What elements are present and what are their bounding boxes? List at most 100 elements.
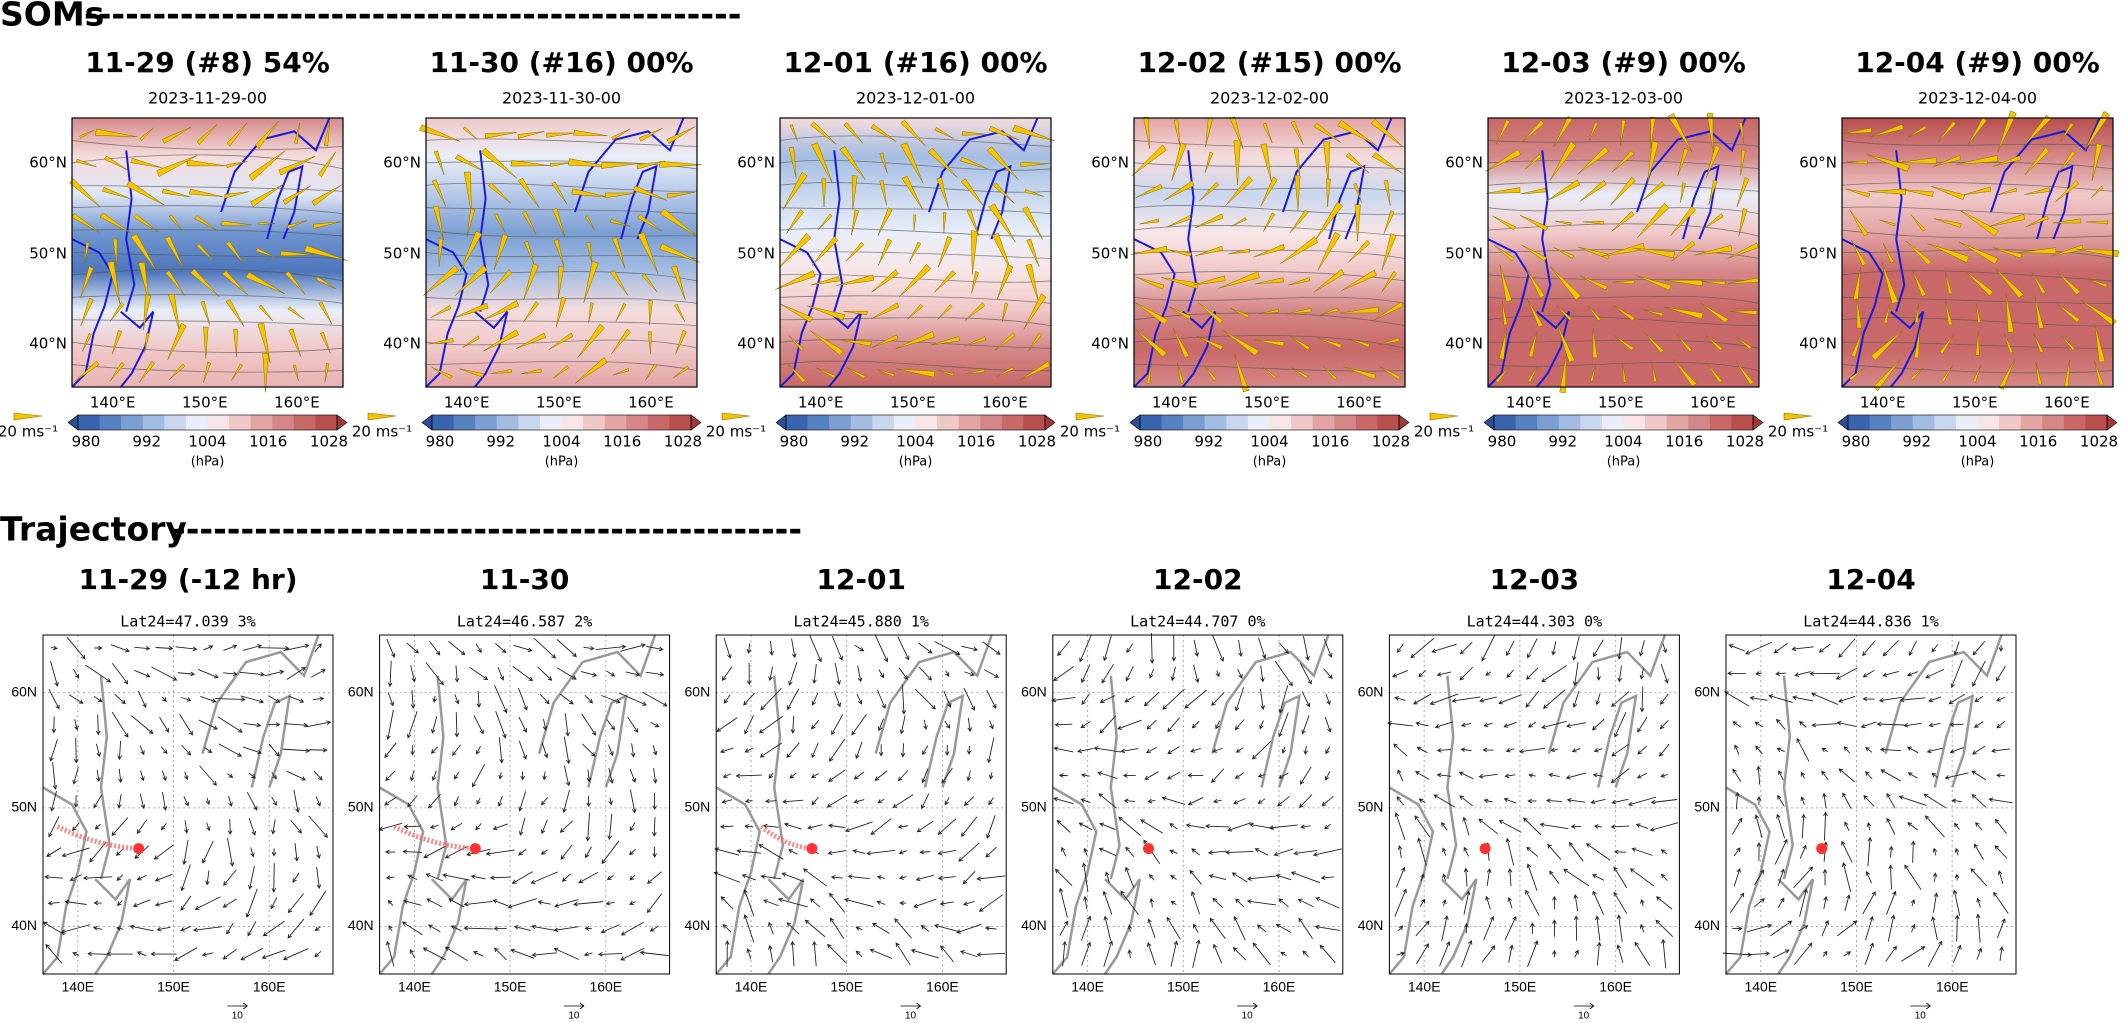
wind-vector [470,874,486,880]
wind-vector [1130,245,1168,255]
wind-vector [1323,638,1333,658]
colorbar-segment [1731,415,1754,430]
wind-vector [1972,364,1982,383]
wind-vector [900,119,926,147]
lon-label: 160E [926,979,959,995]
wind-vector [556,667,577,680]
wind-vector [551,181,568,205]
wind-vector [130,157,162,168]
lon-label: 140E [735,979,768,995]
coastline [779,238,822,388]
wind-vector [1732,926,1743,931]
wind-vector [292,872,300,883]
wind-vector [876,875,885,880]
wind-vector [521,211,537,235]
wind-vector [1886,817,1896,835]
wind-vector [1907,822,1919,831]
wind-vector [2054,179,2080,203]
wind-vector [1231,217,1247,227]
wind-vector [1800,796,1805,806]
wind-vector [406,711,418,739]
wind-vector [1931,916,1938,941]
wind-vector [1506,640,1515,657]
wind-vector [768,772,774,779]
wind-vector [941,767,953,784]
panel-title: 12-02 (#15) 00% [1137,46,1401,79]
wind-vector [1225,175,1253,206]
wind-vector [1953,822,1960,830]
wind-vector [497,795,503,807]
wind-vector [1879,219,1896,227]
wind-vector [944,797,950,806]
wind-vector [111,329,123,355]
wind-vector [1299,766,1312,785]
wind-vector [225,299,245,327]
wind-vector [490,269,513,294]
wind-vector [1459,795,1474,807]
wind-vector [1841,840,1853,863]
wind-vector [1347,239,1371,263]
wind-vector [1865,915,1874,941]
wind-vector [425,662,444,686]
wind-vector [1518,747,1546,754]
wind-vector [1844,894,1851,912]
wind-vector [1251,740,1272,760]
wind-vector [1959,241,1999,265]
colorbar-segment [229,415,252,430]
wind-vector [1397,769,1404,782]
coastline [1487,238,1530,388]
wind-vector [1676,334,1693,352]
wind-vector [605,900,615,906]
wind-vector [927,147,958,179]
wind-vector [1026,238,1040,268]
vector-key-label: 20 ms⁻¹ [1768,423,1828,441]
wind-vector [226,161,248,168]
wind-vector [721,799,733,804]
wind-vector [769,641,774,656]
lon-label: 160E [1599,979,1632,995]
wind-vector [760,687,782,711]
wind-vector [450,925,462,932]
coastline [250,693,292,788]
wind-vector [1323,668,1333,680]
wind-vector [494,685,508,714]
wind-vector [401,921,423,936]
wind-vector [985,846,997,858]
wind-vector [423,846,446,859]
wind-vector [1298,917,1313,939]
wind-vector [976,875,1006,881]
wind-vector [554,899,579,908]
wind-vector [196,124,218,145]
wind-vector [807,305,846,321]
colorbar-tick-label: 1004 [1958,433,1996,451]
wind-vector [476,745,481,755]
wind-vector [1964,270,1994,297]
wind-vector [1862,669,1875,678]
wind-vector [66,636,86,660]
map-frame [71,117,344,388]
wind-vector [480,147,517,179]
wind-vector [1462,816,1470,836]
wind-vector [870,302,900,320]
wind-vector [1192,275,1226,286]
wind-vector [1732,768,1742,782]
map-frame [425,117,698,388]
wind-vector [524,241,535,265]
colorbar-tick-label: 992 [486,433,515,451]
wind-vector [964,671,975,677]
wind-vector [324,363,330,383]
wind-vector [1975,913,1981,943]
coastline [430,878,468,975]
panel-title: 12-01 [816,563,906,596]
coastline [574,117,685,213]
lat-label: 50N [348,799,374,815]
wind-vector [966,745,972,755]
map-background [379,635,670,974]
wind-vector [1851,240,1867,267]
wind-vector [597,951,623,957]
wind-vector [1124,695,1135,703]
wind-vector [1273,848,1294,857]
wind-vector [542,718,548,731]
coastline [479,150,490,312]
wind-vector [1556,323,1576,363]
